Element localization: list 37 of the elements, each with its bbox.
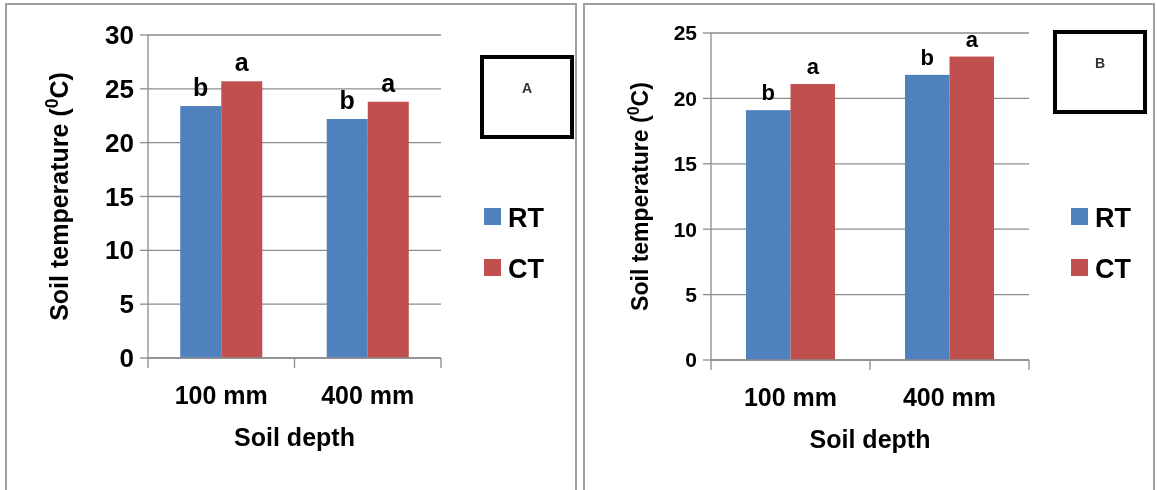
y-tick-label: 10 <box>105 235 134 266</box>
y-tick-label: 15 <box>105 181 134 212</box>
y-tick-label: 25 <box>105 73 134 104</box>
x-axis-title: Soil depth <box>809 425 931 453</box>
y-tick-label: 10 <box>673 217 697 241</box>
bar <box>221 81 263 358</box>
x-tick-label: 400 mm <box>321 381 415 409</box>
annotation: a <box>234 48 250 77</box>
bar <box>180 106 222 358</box>
y-tick-label: 20 <box>673 86 697 110</box>
y-tick-label: 30 <box>105 20 134 51</box>
legend-label: RT <box>508 202 545 233</box>
y-tick-label: 5 <box>685 282 698 306</box>
y-tick-label: 0 <box>119 343 134 374</box>
annotation: b <box>339 85 355 114</box>
legend-label: RT <box>1095 202 1132 233</box>
x-tick-label: 100 mm <box>174 381 268 409</box>
x-tick-label: 400 mm <box>902 383 997 411</box>
bar <box>326 118 368 358</box>
text: A <box>521 80 533 96</box>
x-tick-label: 100 mm <box>743 383 838 411</box>
annotation: a <box>806 54 820 80</box>
y-tick-label: 0 <box>685 348 697 372</box>
y-tick-label: 20 <box>105 127 134 158</box>
y-tick-label: 15 <box>673 152 698 176</box>
annotation: b <box>193 73 209 102</box>
annotation: b <box>761 80 775 106</box>
annotation: a <box>965 26 979 52</box>
bar <box>367 101 409 358</box>
annotation: a <box>381 68 397 97</box>
legend-label: CT <box>508 253 545 284</box>
legend-label: CT <box>1095 253 1132 284</box>
y-tick-label: 5 <box>119 289 134 320</box>
y-tick-label: 25 <box>673 21 698 45</box>
x-axis-title: Soil depth <box>234 423 355 451</box>
text: B <box>1094 55 1106 71</box>
annotation: b <box>920 44 934 70</box>
